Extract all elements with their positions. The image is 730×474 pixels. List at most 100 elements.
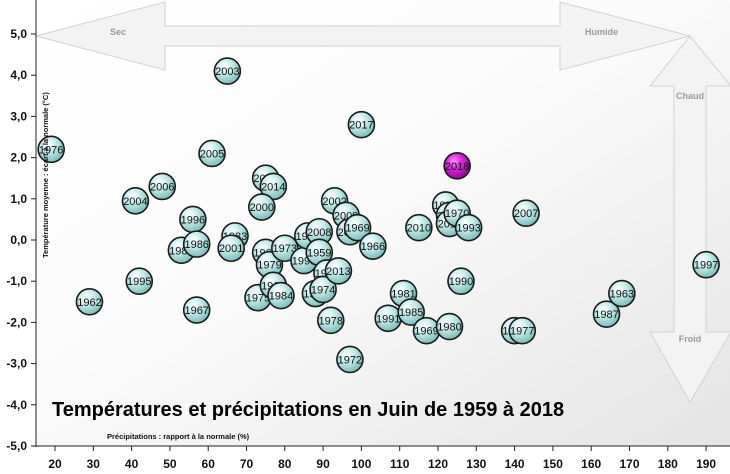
x-tick-label: 30 [87, 457, 101, 471]
data-point: 2010 [405, 213, 433, 242]
data-point-label: 1980 [437, 322, 461, 334]
data-point-label: 1972 [338, 354, 362, 366]
data-point-marker [213, 57, 242, 85]
data-point-label: 1993 [456, 223, 480, 235]
x-tick-label: 50 [163, 457, 177, 471]
data-point-marker [125, 267, 154, 296]
data-point-marker [435, 312, 464, 341]
x-tick-label: 190 [696, 457, 716, 471]
y-ticks: 5,0 4,0 3,0 2,0 1,0 0,0 -1,0 -2,0 -3,0 -4,0 -5,0 [6, 27, 36, 453]
chart-title: Températures et précipitations en Juin d… [52, 399, 564, 421]
y-tick-label: 0,0 [10, 233, 27, 247]
x-tick-label: 90 [316, 457, 330, 471]
x-tick-label: 140 [505, 457, 525, 471]
data-point-label: 1979 [257, 260, 281, 272]
data-point-label: 1962 [77, 297, 101, 309]
x-tick-label: 120 [428, 457, 448, 471]
data-point-marker [347, 110, 376, 139]
hot-label: Chaud [676, 91, 704, 101]
x-ticks: 20 30 40 50 60 70 80 90 100 110 120 130 140 150 160 170… [48, 446, 716, 471]
data-point: 2006 [148, 172, 177, 201]
data-point-label: 2013 [326, 266, 350, 278]
data-point-marker [270, 234, 299, 263]
data-point-label: 2005 [200, 148, 224, 160]
x-tick-label: 80 [278, 457, 292, 471]
data-point-label: 1963 [610, 289, 634, 301]
y-tick-label: -1,0 [6, 274, 27, 288]
data-point-marker [248, 193, 276, 221]
data-point-label: 1985 [399, 307, 423, 319]
data-point: 1986 [182, 230, 211, 258]
x-tick-label: 100 [351, 457, 371, 471]
data-point-label: 1969 [414, 326, 438, 338]
data-point: 1976 [37, 135, 65, 164]
data-point-label: 1997 [694, 260, 718, 272]
x-tick-label: 70 [240, 457, 254, 471]
y-tick-label: -4,0 [6, 398, 27, 412]
data-point-marker [508, 316, 537, 345]
data-point-label: 1973 [273, 243, 297, 255]
data-point: 1967 [182, 296, 211, 324]
data-point-label: 2010 [407, 223, 431, 235]
plot-area [36, 0, 730, 446]
data-point-marker [198, 139, 226, 168]
data-point-marker [454, 213, 483, 242]
data-point-label: 1977 [510, 326, 534, 338]
y-tick-label: 1,0 [10, 192, 27, 206]
x-tick-label: 150 [543, 457, 563, 471]
data-point-marker [267, 281, 295, 310]
data-point: 1959 [305, 238, 334, 267]
data-point-label: 1984 [269, 291, 293, 303]
data-point: 1995 [125, 267, 154, 296]
y-tick-label: -2,0 [6, 315, 27, 329]
data-point-label: 1990 [449, 276, 473, 288]
data-point-label: 1974 [311, 284, 335, 296]
data-point-label: 1966 [361, 241, 385, 253]
data-point: 1985 [397, 298, 425, 326]
data-point-label: 1967 [184, 305, 208, 317]
data-point: 2017 [347, 110, 376, 139]
y-tick-label: -5,0 [6, 439, 27, 453]
data-point-marker [121, 187, 150, 215]
data-point-label: 1959 [307, 247, 331, 259]
data-point-label: 2003 [215, 66, 239, 78]
data-point: 1977 [508, 316, 537, 345]
data-point: 1993 [454, 213, 483, 242]
data-point-label: 1969 [345, 223, 369, 235]
data-point-marker [447, 267, 475, 296]
data-point-label: 2004 [123, 196, 147, 208]
data-point-marker [316, 306, 345, 335]
data-point: 1969 [412, 316, 441, 345]
y-tick-label: 5,0 [10, 27, 27, 41]
data-point-marker [512, 199, 540, 228]
x-tick-label: 160 [581, 457, 601, 471]
data-point: 2018 [443, 152, 471, 180]
data-point-marker [592, 300, 621, 328]
data-point-marker [37, 135, 65, 164]
x-tick-label: 130 [466, 457, 486, 471]
data-point-label: 1975 [246, 293, 270, 305]
data-point-marker [608, 279, 636, 308]
data-point: 1996 [179, 205, 207, 234]
dry-label: Sec [110, 27, 126, 37]
data-point: 1963 [608, 279, 636, 308]
data-point-marker [405, 213, 433, 242]
y-axis-label: Température moyenne : écart à la normale… [41, 92, 50, 258]
x-tick-label: 20 [48, 457, 62, 471]
data-point-label: 2018 [445, 161, 469, 173]
x-tick-label: 60 [202, 457, 216, 471]
data-point-label: 1976 [39, 144, 63, 156]
data-point: 1962 [75, 287, 104, 316]
data-point: 2004 [121, 187, 150, 215]
data-point: 1974 [309, 275, 337, 304]
data-point: 2003 [213, 57, 242, 85]
data-point-marker [336, 345, 364, 374]
data-point-marker [182, 230, 211, 258]
data-point: 1969 [343, 213, 372, 242]
data-point: 1978 [316, 306, 345, 335]
data-point-marker [343, 213, 372, 242]
y-tick-label: 2,0 [10, 151, 27, 165]
data-point: 2007 [512, 199, 540, 228]
data-point-label: 2014 [261, 181, 285, 193]
